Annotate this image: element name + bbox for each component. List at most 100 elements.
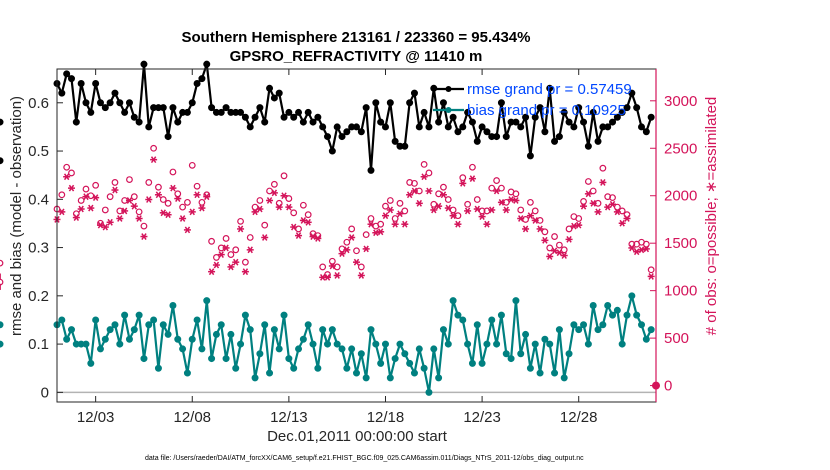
obs-assimilated-point xyxy=(459,179,467,187)
obs-assimilated-point xyxy=(353,258,360,266)
bias-point xyxy=(212,330,220,338)
bias-point xyxy=(343,364,351,372)
bias-point xyxy=(290,364,298,372)
obs-assimilated-point xyxy=(101,223,109,231)
rmse-point xyxy=(628,89,636,97)
rmse-point xyxy=(121,108,129,116)
bias-point xyxy=(164,330,172,338)
obs-assimilated-point xyxy=(401,220,409,228)
bias-point xyxy=(116,340,124,348)
obs-assimilated-point xyxy=(642,245,650,253)
rmse-point xyxy=(319,123,327,131)
bias-point xyxy=(531,340,539,348)
y-left-tick-label: 0.6 xyxy=(28,95,49,112)
rmse-point xyxy=(454,128,462,136)
obs-possible-point xyxy=(642,240,650,248)
rmse-point xyxy=(391,137,399,145)
bias-point xyxy=(246,326,254,334)
bias-point xyxy=(464,340,472,348)
obs-assimilated-point xyxy=(613,208,621,216)
bias-point xyxy=(449,297,457,305)
rmse-point xyxy=(623,104,631,112)
bias-point xyxy=(642,335,650,343)
y-right-tick-label: 500 xyxy=(664,330,689,347)
obs-possible-point xyxy=(222,235,230,242)
rmse-point xyxy=(63,70,71,78)
rmse-point xyxy=(372,99,380,107)
bias-point xyxy=(150,316,158,324)
rmse-point xyxy=(145,123,153,131)
rmse-point xyxy=(589,108,597,116)
bias-point xyxy=(96,345,104,353)
obs-assimilated-point xyxy=(468,175,476,183)
rmse-point xyxy=(198,75,206,83)
obs-assimilated-point xyxy=(410,187,418,195)
bias-point xyxy=(478,359,486,367)
bias-point xyxy=(261,321,269,329)
obs-assimilated-point xyxy=(275,203,283,211)
obs-possible-point xyxy=(184,198,191,206)
obs-assimilated-point xyxy=(430,206,438,214)
obs-possible-point xyxy=(406,179,414,186)
obs-possible-point xyxy=(159,196,167,203)
obs-possible-point xyxy=(618,207,626,215)
obs-assimilated-point xyxy=(222,244,230,252)
obs-possible-point xyxy=(647,266,655,274)
rmse-point xyxy=(140,60,148,68)
obs-assimilated-point xyxy=(594,208,602,216)
obs-assimilated-point xyxy=(154,191,162,199)
rmse-point xyxy=(87,108,95,116)
bias-point xyxy=(396,340,404,348)
rmse-point xyxy=(111,89,119,97)
bias-point xyxy=(546,340,554,348)
rmse-point xyxy=(101,104,109,112)
obs-possible-point xyxy=(232,246,240,254)
obs-possible-point xyxy=(362,231,370,239)
obs-assimilated-point xyxy=(241,268,249,276)
obs-possible-point xyxy=(135,208,143,216)
bias-point xyxy=(517,350,525,358)
obs-possible-point xyxy=(126,176,133,183)
bias-point xyxy=(299,335,307,343)
y-left-tick-label: 0.2 xyxy=(28,288,49,305)
rmse-point xyxy=(324,133,332,141)
rmse-point xyxy=(251,113,259,121)
rmse-point xyxy=(270,94,278,102)
bias-point xyxy=(613,306,621,314)
obs-assimilated-point xyxy=(169,184,177,192)
y-axis-left-label: rmse and bias (model - observation) xyxy=(8,96,25,336)
obs-assimilated-point xyxy=(333,272,341,279)
obs-assimilated-point xyxy=(77,205,85,213)
rmse-point xyxy=(381,123,389,131)
obs-assimilated-point xyxy=(473,205,481,213)
rmse-point xyxy=(468,118,476,126)
obs-possible-point xyxy=(174,190,182,198)
obs-assimilated-point xyxy=(150,156,158,164)
obs-possible-point xyxy=(256,197,264,204)
obs-assimilated-point xyxy=(348,234,356,241)
bias-point xyxy=(468,359,476,367)
rmse-point xyxy=(275,89,283,97)
obs-assimilated-point xyxy=(604,203,612,211)
y-left-tick-label: 0.1 xyxy=(28,336,49,353)
bias-point xyxy=(594,326,602,334)
obs-possible-point xyxy=(609,194,616,202)
bias-point xyxy=(430,345,438,353)
obs-possible-point xyxy=(0,259,4,267)
obs-assimilated-point xyxy=(92,194,100,202)
obs-possible-point xyxy=(498,184,505,192)
obs-assimilated-point xyxy=(135,215,143,222)
obs-possible-point xyxy=(420,161,428,168)
rmse-point xyxy=(237,108,245,116)
bias-point xyxy=(314,364,322,372)
obs-assimilated-point xyxy=(111,186,119,194)
obs-possible-point xyxy=(357,263,365,271)
bias-point xyxy=(406,359,414,367)
obs-possible-point xyxy=(531,207,539,215)
rmse-point xyxy=(565,118,573,126)
bias-point xyxy=(67,326,75,334)
obs-possible-point xyxy=(604,193,612,201)
bias-point xyxy=(154,364,162,372)
bias-point xyxy=(188,335,196,343)
